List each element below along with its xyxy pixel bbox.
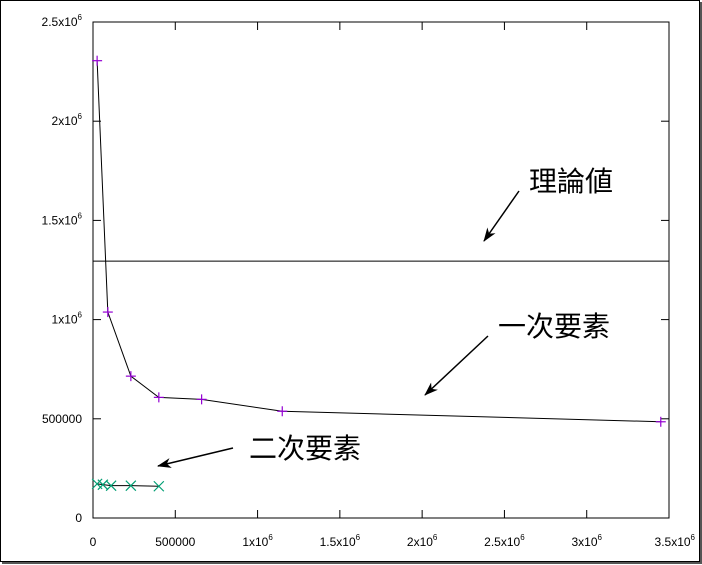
cross-marker-b xyxy=(91,478,103,490)
cross-marker-b xyxy=(105,480,117,492)
series-1-point xyxy=(153,480,165,492)
y-tick-label: 1.5x106 xyxy=(42,211,83,227)
x-tick-label: 1x106 xyxy=(242,533,273,549)
y-tick-label: 1x106 xyxy=(52,311,83,327)
plot-border xyxy=(92,21,670,519)
series-0-point xyxy=(196,394,207,405)
x-tick-label: 0 xyxy=(90,535,97,549)
series-0-point xyxy=(655,416,666,427)
x-tick-label: 2x106 xyxy=(407,533,438,549)
y-tick-label: 0 xyxy=(75,511,82,525)
annotation-label: 二次要素 xyxy=(249,432,361,465)
y-tick-label: 2.5x106 xyxy=(42,13,83,29)
series-1-point xyxy=(105,480,117,492)
x-tick-label: 2.5x106 xyxy=(484,533,525,549)
x-tick-label: 1.5x106 xyxy=(320,533,361,549)
series-line-0 xyxy=(96,60,661,423)
series-0-point xyxy=(102,307,113,318)
series-0-point xyxy=(153,392,164,403)
series-1-point xyxy=(125,480,137,492)
x-tick-label: 3.5x106 xyxy=(655,533,696,549)
series-0-point xyxy=(92,55,103,66)
y-tick-label: 2x106 xyxy=(52,112,83,128)
cross-marker-b xyxy=(125,480,137,492)
series-0-point xyxy=(277,406,288,417)
x-tick-label: 3x106 xyxy=(571,533,602,549)
annotation-label: 一次要素 xyxy=(498,310,610,343)
series-0-point xyxy=(125,371,136,382)
series-line-1 xyxy=(97,483,159,487)
annotation-arrow xyxy=(483,190,520,242)
y-tick-label: 500000 xyxy=(42,412,82,426)
annotation-label: 理論値 xyxy=(529,165,613,198)
x-tick-label: 500000 xyxy=(155,535,195,549)
annotation-arrow xyxy=(157,447,234,468)
cross-marker-b xyxy=(153,480,165,492)
annotation-arrow xyxy=(424,335,489,396)
